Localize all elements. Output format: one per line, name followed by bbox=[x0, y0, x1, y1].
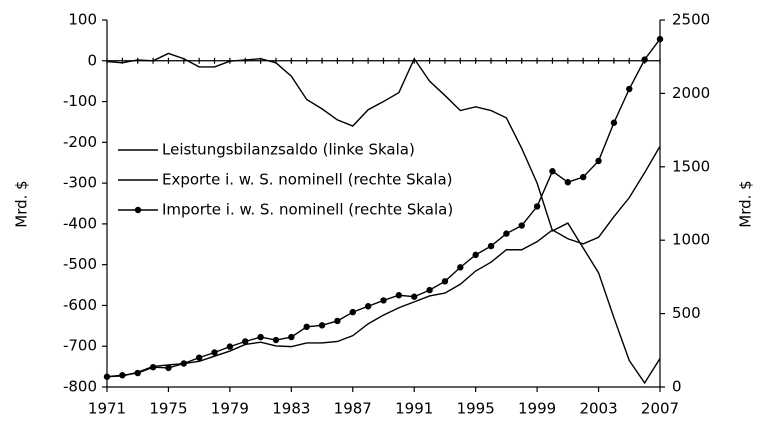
y-tick-label: -200 bbox=[63, 133, 97, 151]
y-tick-label: -400 bbox=[63, 214, 97, 232]
series-marker bbox=[610, 119, 618, 126]
y-tick-label: -500 bbox=[63, 255, 97, 273]
y2-tick-label: 2000 bbox=[672, 84, 710, 102]
series-marker bbox=[380, 297, 387, 304]
series-marker bbox=[595, 157, 602, 165]
y2-tick-label: 1500 bbox=[672, 157, 710, 175]
legend-label: Exporte i. w. S. nominell (rechte Skala) bbox=[162, 171, 453, 189]
series-marker bbox=[364, 303, 372, 310]
legend-marker bbox=[134, 206, 142, 214]
series-line bbox=[106, 145, 661, 378]
x-tick-label: 1971 bbox=[88, 400, 126, 418]
series-marker bbox=[641, 56, 648, 63]
series-marker bbox=[441, 278, 449, 285]
series-marker bbox=[349, 308, 356, 316]
y2-tick-label: 500 bbox=[672, 304, 701, 322]
series-marker bbox=[487, 242, 495, 250]
series-marker bbox=[518, 222, 525, 229]
series-marker bbox=[564, 179, 572, 186]
series-marker bbox=[579, 173, 587, 181]
series-marker bbox=[242, 338, 249, 345]
series-marker bbox=[656, 35, 664, 43]
series-marker bbox=[533, 203, 541, 210]
series-marker bbox=[457, 264, 464, 271]
y-tick-label: 100 bbox=[68, 11, 97, 29]
series-marker bbox=[103, 373, 111, 380]
series-marker bbox=[395, 292, 403, 299]
y2-tick-label: 2500 bbox=[672, 11, 710, 29]
x-tick-label: 1979 bbox=[211, 400, 249, 418]
x-tick-label: 1999 bbox=[518, 400, 556, 418]
x-tick-label: 1991 bbox=[395, 400, 433, 418]
x-tick-label: 2003 bbox=[579, 400, 617, 418]
series-marker bbox=[211, 349, 218, 356]
series-marker bbox=[226, 343, 234, 350]
series-marker bbox=[426, 286, 433, 294]
series-marker bbox=[119, 372, 126, 379]
y-tick-label: 0 bbox=[87, 51, 97, 69]
y-tick-label: -300 bbox=[63, 174, 97, 192]
y-tick-label: -800 bbox=[63, 378, 97, 396]
series-marker bbox=[549, 168, 556, 175]
series-marker bbox=[195, 354, 203, 361]
y-axis-label: Mrd. $ bbox=[13, 180, 31, 227]
series-marker bbox=[626, 85, 633, 93]
series-marker bbox=[334, 317, 341, 325]
y2-axis-label: Mrd. $ bbox=[737, 180, 755, 227]
y-tick-label: -100 bbox=[63, 92, 97, 110]
series-marker bbox=[411, 293, 418, 300]
y2-tick-label: 1000 bbox=[672, 231, 710, 249]
legend-label: Importe i. w. S. nominell (rechte Skala) bbox=[162, 201, 453, 219]
series-line bbox=[106, 52, 661, 385]
y2-tick-label: 0 bbox=[672, 378, 682, 396]
series-marker bbox=[165, 364, 172, 372]
series-marker bbox=[288, 333, 295, 341]
x-tick-label: 1995 bbox=[457, 400, 495, 418]
x-tick-label: 1983 bbox=[272, 400, 310, 418]
x-tick-label: 2007 bbox=[641, 400, 679, 418]
series-marker bbox=[503, 230, 510, 237]
series-marker bbox=[303, 323, 310, 331]
legend-label: Leistungsbilanzsaldo (linke Skala) bbox=[162, 141, 415, 159]
series-marker bbox=[472, 251, 479, 259]
y-tick-label: -600 bbox=[63, 296, 97, 314]
x-tick-label: 1975 bbox=[149, 400, 187, 418]
series-marker bbox=[318, 322, 326, 329]
series-marker bbox=[134, 369, 141, 377]
x-tick-label: 1987 bbox=[334, 400, 372, 418]
series-marker bbox=[272, 336, 280, 344]
series-marker bbox=[180, 360, 188, 367]
y-tick-label: -700 bbox=[63, 337, 97, 355]
series-marker bbox=[257, 333, 264, 341]
series-marker bbox=[149, 363, 157, 371]
